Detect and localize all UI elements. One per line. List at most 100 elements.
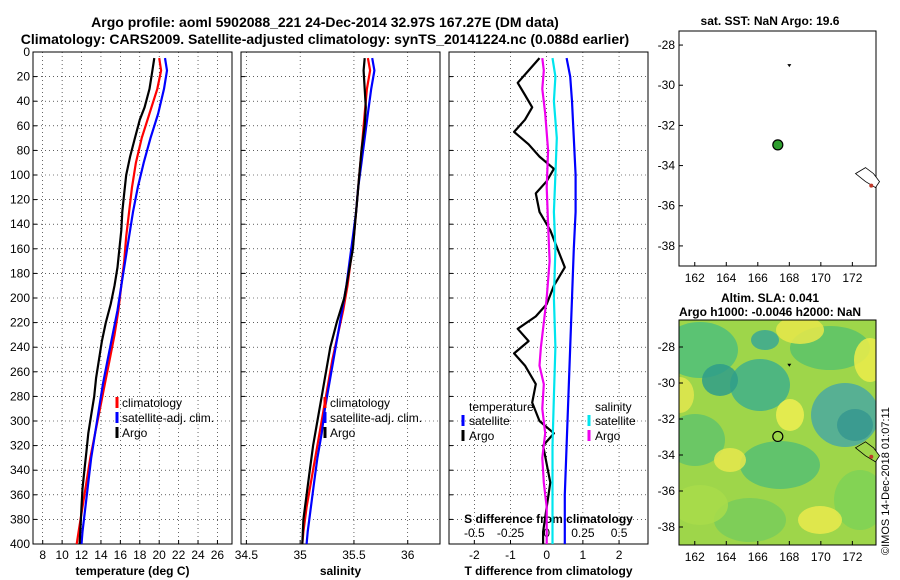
heatmap-blob	[854, 338, 876, 382]
y-tick-label: -34	[658, 448, 676, 462]
reference-marker	[787, 363, 792, 367]
y-tick-label: 360	[10, 488, 30, 502]
x2-tick-label: -0.25	[497, 526, 525, 540]
heatmap-blob	[776, 320, 824, 344]
x-tick-label: 172	[842, 271, 862, 285]
x-tick-label: 36	[401, 548, 415, 562]
legend-label: satellite-adj. clim.	[330, 411, 422, 425]
legend-label: Argo	[595, 429, 621, 443]
heatmap-blob	[702, 364, 738, 396]
x-tick-label: 35	[293, 548, 307, 562]
reference-marker	[787, 64, 792, 68]
x2-tick-label: 0.5	[611, 526, 628, 540]
coastline	[854, 167, 881, 189]
y-tick-label: 320	[10, 439, 30, 453]
heatmap-blob	[751, 330, 779, 350]
y-tick-label: -32	[658, 118, 676, 132]
x-axis-label: T difference from climatology	[464, 564, 632, 578]
x-tick-label: 8	[39, 548, 46, 562]
series-line-salinity-satellite	[551, 57, 558, 544]
legend-label: climatology	[330, 396, 390, 410]
heatmap-blob	[679, 414, 725, 466]
coastline	[854, 441, 881, 463]
legend-label: satellite	[595, 414, 636, 428]
heatmap-blob	[679, 377, 694, 413]
y-tick-label: -36	[658, 484, 676, 498]
sst-map-title: sat. SST: NaN Argo: 19.6	[700, 14, 840, 28]
y-tick-label: 140	[10, 217, 30, 231]
legend-group-title: temperature	[469, 400, 534, 414]
y-tick-label: 100	[10, 168, 30, 182]
map-frame	[678, 30, 877, 267]
y-tick-label: -28	[658, 38, 676, 52]
x-tick-label: 168	[779, 271, 799, 285]
legend-label: Argo	[122, 426, 148, 440]
series-line-argo	[78, 57, 156, 545]
x2-tick-label: 0.25	[571, 526, 595, 540]
y-tick-label: 120	[10, 193, 30, 207]
y-tick-label: -38	[658, 520, 676, 534]
y-tick-label: 20	[17, 70, 31, 84]
heatmap-blob	[837, 409, 873, 441]
difference-profile-panel: -2 -1 0 1 2 T difference from climatology S di…	[448, 51, 649, 578]
legend-label: satellite	[469, 414, 510, 428]
x-tick-label: 16	[114, 548, 128, 562]
heatmap-blob	[679, 485, 728, 525]
x-tick-label: 162	[685, 550, 705, 564]
x-tick-label: 20	[153, 548, 167, 562]
heatmap-blob	[740, 441, 820, 489]
y-tick-label: 340	[10, 463, 30, 477]
x-tick-label: 22	[172, 548, 186, 562]
x-tick-label: 34.5	[235, 548, 259, 562]
heatmap-blob	[776, 399, 804, 431]
x-tick-label: -1	[505, 548, 516, 562]
salinity-profile-panel: 34.5 35 35.5 36 salinity climatologysatellite…	[235, 51, 441, 578]
coast-marker	[869, 183, 874, 188]
x-tick-label: 164	[716, 271, 736, 285]
x2-axis-label: S difference from climatology	[464, 512, 633, 526]
y-tick-label: 200	[10, 291, 30, 305]
x-tick-label: 1	[580, 548, 587, 562]
y-tick-label: 380	[10, 512, 30, 526]
x-axis-label: temperature (deg C)	[75, 564, 189, 578]
x-tick-label: -2	[469, 548, 480, 562]
sla-heatmap	[679, 320, 876, 545]
x-tick-label: 26	[211, 548, 225, 562]
heatmap-blob	[714, 498, 786, 542]
x-tick-label: 10	[55, 548, 69, 562]
legend-label: satellite-adj. clim.	[122, 411, 214, 425]
x-tick-label: 170	[811, 271, 831, 285]
y-tick-label: 40	[17, 94, 31, 108]
series-line-salinity-argo	[538, 57, 551, 544]
legend-label: Argo	[469, 429, 495, 443]
y-tick-label: 260	[10, 365, 30, 379]
map-frame	[678, 319, 877, 546]
series-line-climatology	[301, 57, 372, 545]
x-axis-label: salinity	[320, 564, 362, 578]
y-tick-label: 80	[17, 143, 31, 157]
temperature-profile-panel: 8 10 12 14 16 18 20 22 24 26020406080100120140160…	[10, 45, 233, 578]
y-tick-label: 280	[10, 389, 30, 403]
x-tick-label: 12	[75, 548, 89, 562]
y-tick-label: -30	[658, 376, 676, 390]
figure-title-line2: Climatology: CARS2009. Satellite-adjuste…	[20, 31, 630, 47]
legend-label: climatology	[122, 396, 182, 410]
legend-label: Argo	[330, 426, 356, 440]
legend-group-title: salinity	[595, 400, 632, 414]
x-tick-label: 0	[543, 548, 550, 562]
heatmap-blob	[798, 506, 842, 534]
heatmap-blob	[730, 359, 790, 411]
coast-marker	[869, 454, 874, 459]
x2-tick-label: -0.5	[464, 526, 485, 540]
heatmap-blob	[714, 448, 746, 472]
y-tick-label: 180	[10, 266, 30, 280]
y-tick-label: -38	[658, 239, 676, 253]
x-tick-label: 35.5	[342, 548, 366, 562]
sla-map-panel: 162 164 166 168 170 172 -28 -30 -32 -34 -36 -38	[658, 319, 881, 564]
axes-frame	[240, 51, 441, 545]
y-tick-label: -28	[658, 340, 676, 354]
x-tick-label: 14	[94, 548, 108, 562]
x-tick-label: 24	[191, 548, 205, 562]
figure-title-line1: Argo profile: aoml 5902088_221 24-Dec-20…	[91, 14, 559, 30]
